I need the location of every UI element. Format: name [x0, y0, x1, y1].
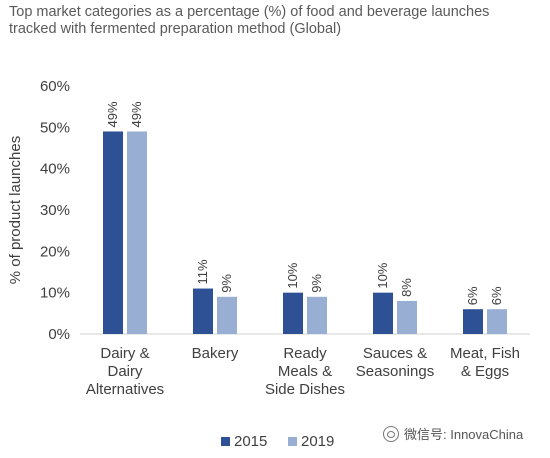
bar-2019: [487, 309, 507, 334]
x-tick-label: Alternatives: [86, 381, 164, 398]
y-tick-label: 0%: [48, 326, 70, 343]
y-tick-label: 20%: [40, 243, 70, 260]
x-tick-label: Meals &: [278, 363, 332, 380]
bar-2015: [103, 131, 123, 334]
data-label: 9%: [309, 274, 324, 293]
x-tick-label: Bakery: [192, 345, 239, 362]
bar-2019: [397, 300, 417, 334]
bar-2015: [373, 292, 393, 334]
data-label: 10%: [375, 262, 390, 288]
watermark-text: 微信号: InnovaChina: [404, 427, 524, 442]
x-tick-label: Meat, Fish: [450, 345, 520, 362]
watermark: 微信号: InnovaChina: [383, 424, 523, 443]
y-tick-label: 40%: [40, 161, 70, 178]
bar-2019: [217, 296, 237, 334]
legend-label: 2019: [301, 433, 334, 450]
legend-swatch-2019: [288, 437, 297, 446]
x-tick-label: & Eggs: [461, 363, 509, 380]
data-label: 8%: [399, 278, 414, 297]
wechat-icon: [383, 425, 399, 442]
data-label: 9%: [219, 274, 234, 293]
data-label: 11%: [195, 259, 210, 284]
y-tick-label: 50%: [40, 119, 70, 136]
data-label: 6%: [465, 286, 480, 305]
bar-2019: [127, 131, 147, 334]
legend-swatch-2015: [221, 437, 230, 446]
data-label: 49%: [105, 101, 120, 127]
bar-2015: [193, 288, 213, 334]
x-tick-label: Sauces &: [363, 345, 427, 362]
x-tick-label: Ready: [283, 345, 327, 362]
x-tick-label: Dairy: [107, 363, 143, 380]
x-tick-label: Dairy &: [100, 345, 149, 362]
x-tick-label: Seasonings: [356, 363, 434, 380]
legend-label: 2015: [234, 433, 267, 450]
data-label: 49%: [129, 101, 144, 127]
data-label: 10%: [285, 262, 300, 288]
y-tick-label: 30%: [40, 202, 70, 219]
bar-2019: [307, 296, 327, 334]
bar-2015: [463, 309, 483, 334]
x-tick-label: Side Dishes: [265, 381, 345, 398]
y-tick-label: 60%: [40, 78, 70, 95]
chart-title: Top market categories as a percentage (%…: [9, 4, 490, 37]
bar-2015: [283, 292, 303, 334]
y-axis-label: % of product launches: [7, 136, 24, 284]
y-tick-label: 10%: [40, 285, 70, 302]
data-label: 6%: [489, 286, 504, 305]
